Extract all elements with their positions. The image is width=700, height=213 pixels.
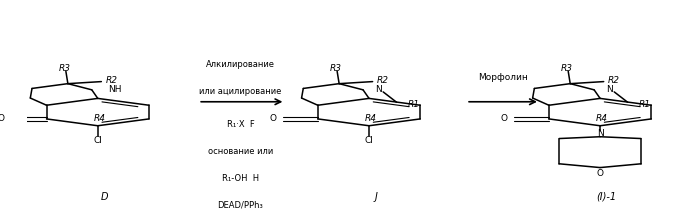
Text: O: O <box>596 169 603 178</box>
Text: основание или: основание или <box>208 147 273 156</box>
Text: или ацилирование: или ацилирование <box>199 87 281 96</box>
Text: R1: R1 <box>638 100 650 109</box>
Text: O: O <box>0 114 5 123</box>
Text: N: N <box>606 85 613 94</box>
Text: N: N <box>375 85 382 94</box>
Text: R1: R1 <box>407 100 419 109</box>
Text: DEAD/PPh₃: DEAD/PPh₃ <box>218 200 263 209</box>
Text: O: O <box>269 114 276 123</box>
Text: NH: NH <box>108 85 122 94</box>
Text: R3: R3 <box>330 64 342 73</box>
Text: Cl: Cl <box>365 136 374 145</box>
Text: Cl: Cl <box>93 136 102 145</box>
Text: R₁-OH  H: R₁-OH H <box>222 174 259 183</box>
Text: R2: R2 <box>377 76 389 85</box>
Text: J: J <box>374 192 377 202</box>
Text: O: O <box>500 114 508 123</box>
Text: N: N <box>596 129 603 138</box>
Text: R4: R4 <box>596 114 608 123</box>
Text: R3: R3 <box>59 64 71 73</box>
Text: R3: R3 <box>561 64 573 73</box>
Text: R4: R4 <box>93 114 105 123</box>
Text: R2: R2 <box>106 76 118 85</box>
Text: (I)-1: (I)-1 <box>596 192 617 202</box>
Text: D: D <box>101 192 108 202</box>
Text: R₁·X  F: R₁·X F <box>227 120 254 129</box>
Text: R2: R2 <box>608 76 620 85</box>
Text: Алкилирование: Алкилирование <box>206 60 275 69</box>
Text: Морфолин: Морфолин <box>478 72 528 82</box>
Text: R4: R4 <box>365 114 377 123</box>
